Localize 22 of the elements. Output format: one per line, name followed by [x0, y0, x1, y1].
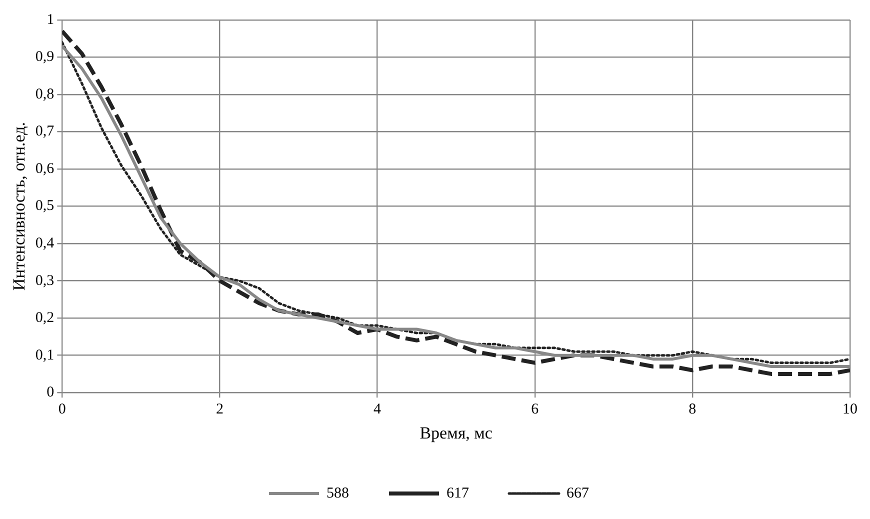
x-tick-label: 10 [842, 402, 858, 418]
x-tick-label: 2 [216, 402, 224, 418]
y-tick-label: 0,8 [35, 86, 54, 102]
x-tick-label: 4 [374, 402, 382, 418]
y-tick-label: 0,7 [35, 124, 55, 140]
x-tick-label: 8 [688, 402, 696, 418]
x-tick-label: 0 [58, 402, 66, 418]
legend-label: 667 [566, 485, 590, 502]
y-tick-label: 0,3 [35, 272, 54, 289]
y-tick-label: 0 [46, 384, 54, 401]
x-tick-label: 6 [531, 402, 540, 418]
y-tick-label: 0,6 [35, 160, 55, 177]
legend-label: 617 [446, 485, 470, 502]
y-tick-label: 0,9 [35, 49, 54, 66]
y-tick-label: 0,4 [35, 235, 55, 252]
y-tick-label: 1 [46, 12, 54, 28]
y-tick-label: 0,1 [35, 347, 54, 364]
y-axis-title: Интенсивность, отн.ед. [10, 122, 29, 291]
x-axis-title: Время, мс [420, 423, 493, 442]
y-tick-label: 0,2 [35, 310, 54, 326]
legend-label: 588 [326, 485, 349, 502]
y-tick-label: 0,5 [35, 198, 54, 214]
